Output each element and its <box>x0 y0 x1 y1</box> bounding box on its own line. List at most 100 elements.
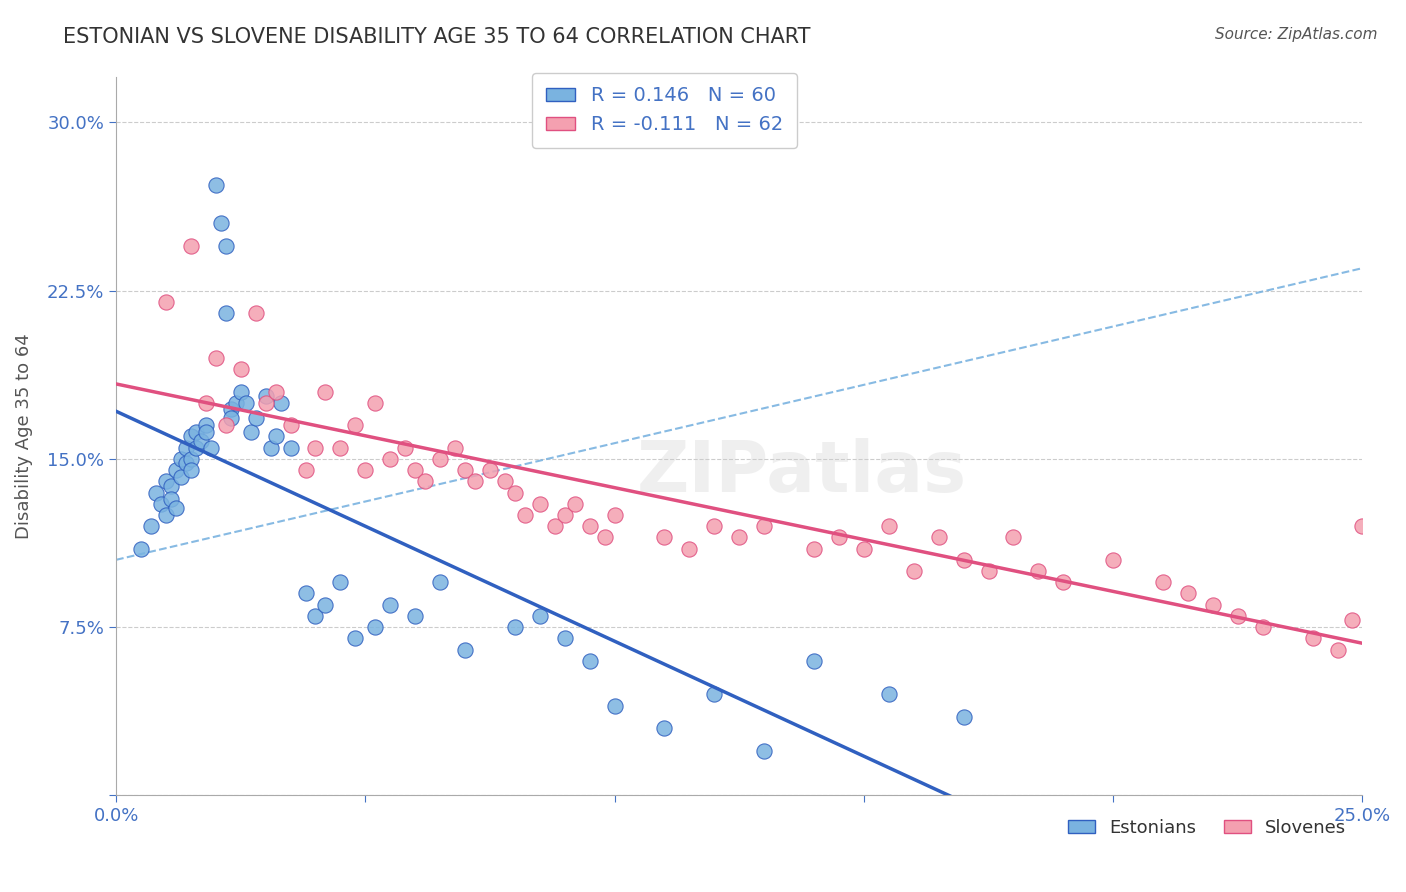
Point <box>578 654 600 668</box>
Point <box>413 475 436 489</box>
Point <box>180 429 202 443</box>
Point <box>194 418 217 433</box>
Point <box>678 541 700 556</box>
Point <box>139 519 162 533</box>
Point <box>728 530 751 544</box>
Point <box>204 351 226 365</box>
Point <box>803 654 825 668</box>
Point <box>180 238 202 252</box>
Point <box>877 688 900 702</box>
Point <box>828 530 851 544</box>
Point <box>1226 608 1249 623</box>
Point <box>165 463 187 477</box>
Point <box>503 485 526 500</box>
Point <box>578 519 600 533</box>
Point <box>464 475 486 489</box>
Point <box>1202 598 1225 612</box>
Point <box>254 396 277 410</box>
Point <box>754 743 776 757</box>
Point <box>703 519 725 533</box>
Point <box>364 396 387 410</box>
Point <box>344 418 367 433</box>
Point <box>404 608 426 623</box>
Point <box>194 396 217 410</box>
Point <box>654 530 676 544</box>
Point <box>204 178 226 193</box>
Point <box>928 530 950 544</box>
Point <box>1028 564 1050 578</box>
Point <box>215 418 238 433</box>
Point <box>219 411 242 425</box>
Point <box>380 451 402 466</box>
Point <box>478 463 501 477</box>
Point <box>429 575 451 590</box>
Point <box>190 434 212 448</box>
Point <box>245 411 267 425</box>
Point <box>1302 632 1324 646</box>
Point <box>394 441 416 455</box>
Point <box>554 632 576 646</box>
Point <box>603 698 626 713</box>
Point <box>329 441 352 455</box>
Point <box>229 362 252 376</box>
Point <box>235 396 257 410</box>
Point <box>304 441 326 455</box>
Legend: Estonians, Slovenes: Estonians, Slovenes <box>1060 812 1354 844</box>
Text: ZIPatlas: ZIPatlas <box>637 438 967 507</box>
Point <box>259 441 281 455</box>
Point <box>952 553 974 567</box>
Y-axis label: Disability Age 35 to 64: Disability Age 35 to 64 <box>15 334 32 540</box>
Point <box>304 608 326 623</box>
Point <box>170 451 193 466</box>
Point <box>544 519 567 533</box>
Text: ESTONIAN VS SLOVENE DISABILITY AGE 35 TO 64 CORRELATION CHART: ESTONIAN VS SLOVENE DISABILITY AGE 35 TO… <box>63 27 811 46</box>
Point <box>280 418 302 433</box>
Point <box>294 463 316 477</box>
Point <box>364 620 387 634</box>
Point <box>184 441 207 455</box>
Point <box>174 441 197 455</box>
Point <box>239 425 262 439</box>
Point <box>170 470 193 484</box>
Point <box>180 463 202 477</box>
Point <box>215 306 238 320</box>
Point <box>155 508 177 522</box>
Point <box>564 497 586 511</box>
Point <box>294 586 316 600</box>
Point <box>1351 519 1374 533</box>
Point <box>270 396 292 410</box>
Point <box>314 598 336 612</box>
Point <box>1341 614 1364 628</box>
Point <box>593 530 616 544</box>
Point <box>513 508 536 522</box>
Point <box>1002 530 1025 544</box>
Point <box>264 384 287 399</box>
Text: Source: ZipAtlas.com: Source: ZipAtlas.com <box>1215 27 1378 42</box>
Point <box>454 463 477 477</box>
Point <box>952 710 974 724</box>
Point <box>877 519 900 533</box>
Point <box>129 541 152 556</box>
Point <box>174 456 197 470</box>
Point <box>503 620 526 634</box>
Point <box>264 429 287 443</box>
Point <box>219 402 242 417</box>
Point <box>225 396 247 410</box>
Point <box>209 216 232 230</box>
Point <box>229 384 252 399</box>
Point <box>184 425 207 439</box>
Point <box>254 389 277 403</box>
Point <box>444 441 467 455</box>
Point <box>754 519 776 533</box>
Point <box>165 501 187 516</box>
Point <box>280 441 302 455</box>
Point <box>380 598 402 612</box>
Point <box>494 475 516 489</box>
Point <box>1052 575 1074 590</box>
Point <box>852 541 875 556</box>
Point <box>603 508 626 522</box>
Point <box>454 642 477 657</box>
Point <box>200 441 222 455</box>
Point <box>149 497 172 511</box>
Point <box>314 384 336 399</box>
